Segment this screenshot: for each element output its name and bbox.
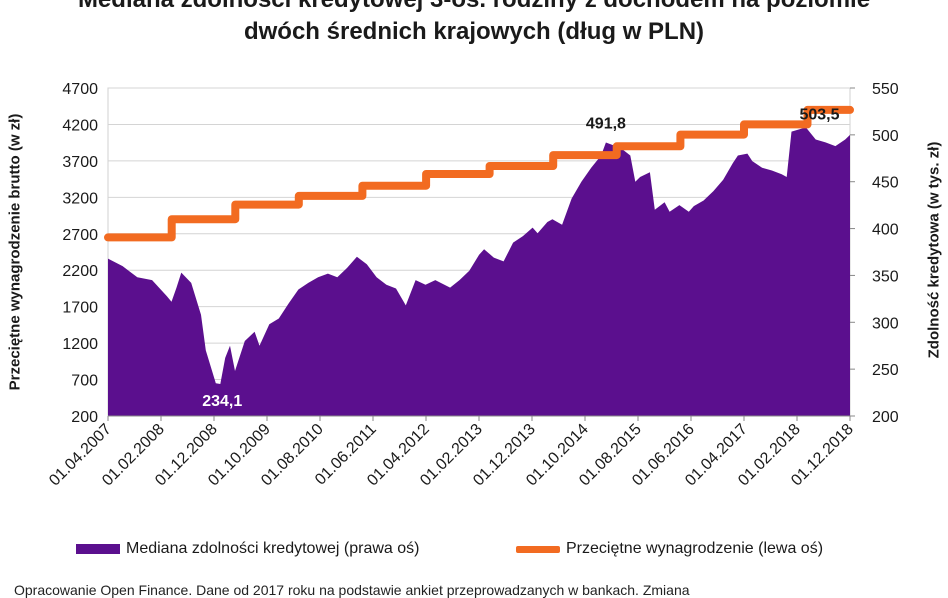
legend-item-area: Mediana zdolności kredytowej (prawa oś) <box>76 540 419 558</box>
chart-title-line-2: dwóch średnich krajowych (dług w PLN) <box>243 18 705 45</box>
y-right-tick-label: 550 <box>872 81 899 98</box>
y-left-tick-label: 4200 <box>62 117 98 134</box>
y-left-tick-label: 700 <box>71 373 98 390</box>
y-left-tick-label: 3200 <box>62 190 98 207</box>
y-left-tick-label: 1200 <box>62 336 98 353</box>
y-right-tick-label: 500 <box>872 128 899 145</box>
y-left-tick-label: 4700 <box>62 81 98 98</box>
y-left-tick-label: 2200 <box>62 263 98 280</box>
chart-title-line-1: Mediana zdolności kredytowej 3-os. rodzi… <box>0 0 948 14</box>
y-right-tick-label: 200 <box>872 409 899 426</box>
y-left-tick-label: 3700 <box>62 154 98 171</box>
legend-item-line: Przeciętne wynagrodzenie (lewa oś) <box>516 540 823 558</box>
series-area-zdolnosc <box>108 127 850 417</box>
series-line-wynagrodzenie <box>104 105 854 242</box>
data-label: 491,8 <box>586 116 626 133</box>
y-right-tick-label: 300 <box>872 315 899 332</box>
y-left-tick-label: 1700 <box>62 300 98 317</box>
legend-swatch-line <box>516 545 560 553</box>
chart-plot: 200 700 1200 1700 2200 2700 3200 3700 4200 4700 20… <box>46 81 899 489</box>
y-left-tick-label: 200 <box>71 409 98 426</box>
legend-swatch-area <box>76 544 120 554</box>
line-layer <box>104 105 854 242</box>
data-label: 234,1 <box>202 393 242 410</box>
y-right-tick-label: 250 <box>872 362 899 379</box>
y-left-tick-label: 2700 <box>62 227 98 244</box>
data-label: 503,5 <box>799 107 839 124</box>
annotation-layer: 234,1 491,8 503,5 <box>202 107 839 410</box>
legend-label-line: Przeciętne wynagrodzenie (lewa oś) <box>566 540 824 557</box>
y-right-tick-label: 350 <box>872 268 899 285</box>
area-layer <box>108 127 850 417</box>
legend-label-area: Mediana zdolności kredytowej (prawa oś) <box>126 540 420 557</box>
y-right-tick-label: 400 <box>872 222 899 239</box>
footer-note: Opracowanie Open Finance. Dane od 2017 r… <box>14 582 690 598</box>
y-right-tick-label: 450 <box>872 175 899 192</box>
